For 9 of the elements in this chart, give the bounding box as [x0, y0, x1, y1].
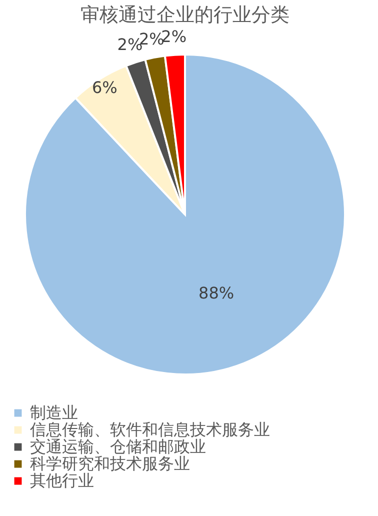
data-label: 6%	[92, 78, 118, 97]
pie-slice	[24, 54, 346, 376]
legend-label: 其他行业	[30, 471, 94, 490]
legend-label: 信息传输、软件和信息技术服务业	[30, 420, 270, 439]
legend-label: 交通运输、仓储和邮政业	[30, 437, 206, 456]
data-label: 88%	[198, 284, 234, 303]
legend-label: 制造业	[30, 403, 78, 422]
chart-title: 审核通过企业的行业分类	[80, 4, 290, 26]
legend-label: 科学研究和技术服务业	[30, 454, 190, 473]
